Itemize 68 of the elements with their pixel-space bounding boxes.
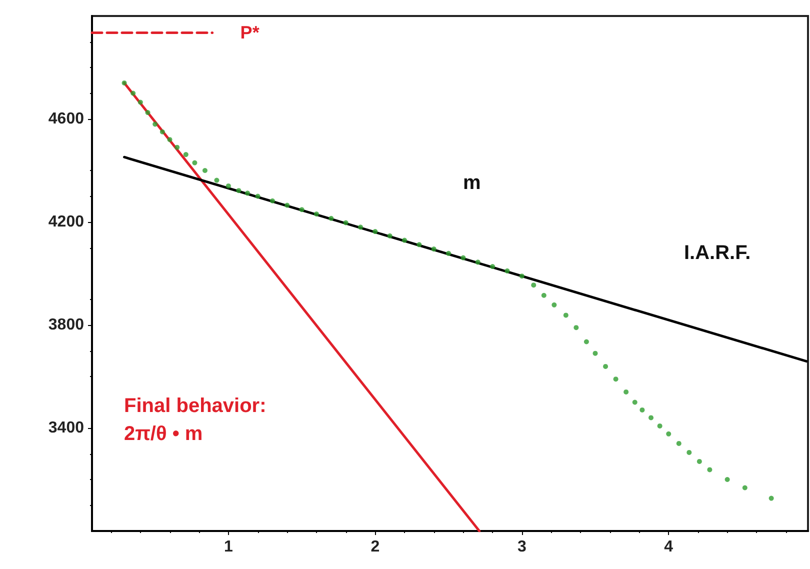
point — [686, 450, 692, 455]
series-label: P* — [240, 22, 260, 43]
point — [202, 168, 208, 173]
point — [519, 274, 524, 279]
y-tick-label: 4600 — [48, 110, 84, 128]
point — [490, 264, 496, 270]
point — [707, 467, 712, 472]
point — [236, 188, 242, 194]
point — [343, 220, 348, 226]
point — [657, 423, 662, 428]
point — [475, 260, 480, 265]
point — [552, 302, 557, 308]
point — [372, 229, 378, 234]
point — [666, 431, 672, 436]
x-tick-label: 1 — [224, 538, 233, 556]
x-tick-label: 3 — [517, 538, 526, 556]
point — [358, 224, 363, 230]
annotation: m — [463, 172, 481, 194]
point — [130, 90, 136, 96]
point — [624, 389, 629, 394]
point — [460, 255, 466, 260]
point — [431, 246, 436, 252]
y-tick-label: 4200 — [48, 214, 84, 230]
point — [160, 129, 165, 134]
point — [214, 178, 220, 183]
point — [603, 364, 608, 369]
point — [742, 485, 748, 490]
point — [328, 216, 334, 221]
point — [284, 202, 290, 208]
x-tick-label: 2 — [370, 538, 380, 556]
point — [613, 376, 618, 382]
point — [584, 339, 589, 344]
point — [574, 325, 579, 330]
point — [416, 242, 422, 248]
point — [314, 212, 319, 217]
point — [676, 440, 682, 446]
point — [255, 194, 260, 199]
point — [387, 233, 392, 238]
point — [696, 458, 702, 464]
point — [446, 250, 452, 256]
point — [531, 282, 536, 288]
point — [270, 198, 275, 204]
y-tick-label: 3400 — [48, 420, 84, 436]
x-tick-label: 4 — [664, 538, 674, 556]
point — [122, 80, 127, 86]
point — [138, 100, 143, 105]
point — [192, 160, 198, 166]
point — [245, 190, 250, 196]
point — [632, 400, 638, 405]
point — [226, 183, 231, 188]
point — [174, 144, 180, 150]
annotation: Final behavior: 2π/θ • m — [124, 395, 266, 445]
point — [592, 350, 598, 356]
point — [145, 110, 150, 116]
point — [640, 407, 645, 412]
point — [648, 415, 654, 420]
point — [299, 207, 304, 212]
point — [167, 137, 172, 142]
point — [402, 238, 408, 243]
point — [183, 152, 188, 158]
annotation: I.A.R.F. — [684, 242, 751, 264]
point — [504, 268, 510, 274]
y-tick-label: 3800 — [48, 316, 84, 334]
point — [768, 496, 774, 501]
point — [563, 312, 568, 318]
point — [541, 292, 546, 298]
point — [724, 477, 730, 482]
point — [152, 122, 158, 127]
